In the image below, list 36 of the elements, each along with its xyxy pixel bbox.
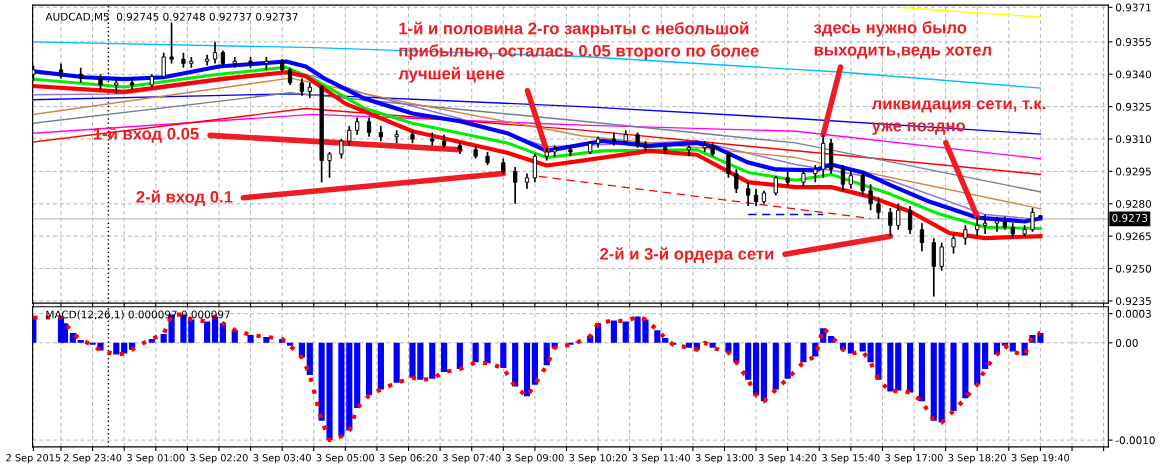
text: AUDCAD,M5 0.92745 0.92748 0.92737 0.92737: [45, 12, 298, 22]
x-tick-label: 2 Sep 2015: [6, 454, 61, 464]
y-tick-label: 0.00: [1115, 339, 1138, 347]
annotation: здесь нужно было выходить,ведь хотел: [814, 21, 991, 59]
annotation: 2-й и 3-й ордера сети: [600, 247, 774, 264]
chart-title: MACD(12,26,1) 0.000097 0.000097: [46, 310, 230, 320]
ref-line-label: 0.9273: [1112, 214, 1148, 222]
x-tick-label: 3 Sep 07:40: [443, 454, 501, 464]
y-tick-label: 0.9235: [1115, 297, 1151, 306]
x-tick-label: 3 Sep 17:00: [885, 454, 943, 464]
x-tick-label: 3 Sep 19:40: [1011, 454, 1070, 464]
y-tick-label: 0.9310: [1115, 135, 1152, 144]
x-tick-label: 3 Sep 06:20: [379, 454, 438, 464]
x-tick-label: 3 Sep 13:00: [695, 454, 754, 464]
y-tick-label: -0.0010: [1115, 436, 1155, 445]
x-tick-label: 3 Sep 10:20: [569, 454, 627, 464]
x-tick-label: 3 Sep 18:20: [948, 454, 1006, 464]
y-tick-label: 0.9325: [1115, 102, 1151, 111]
x-tick-label: 2 Sep 23:40: [63, 454, 122, 464]
x-tick-label: 3 Sep 14:20: [759, 454, 817, 464]
y-tick-label: 0.9250: [1115, 264, 1152, 273]
x-tick-label: 3 Sep 05:00: [316, 454, 375, 464]
y-tick-label: 0.9295: [1115, 167, 1151, 176]
x-tick-label: 3 Sep 03:40: [253, 454, 311, 464]
x-tick-label: 3 Sep 09:00: [506, 454, 564, 464]
y-tick-label: 0.9265: [1115, 232, 1151, 241]
x-tick-label: 3 Sep 11:40: [632, 454, 690, 464]
y-tick-label: 0.9371: [1115, 3, 1151, 12]
y-tick-label: 0.9280: [1115, 199, 1152, 208]
x-tick-label: 3 Sep 15:40: [822, 454, 880, 464]
x-tick-label: 3 Sep 01:00: [127, 454, 185, 464]
y-tick-label: 0.9355: [1115, 38, 1151, 46]
y-tick-label: 0.0003: [1115, 309, 1151, 318]
annotation: 2-й вход 0.1: [136, 190, 233, 206]
x-tick-label: 3 Sep 02:20: [190, 454, 248, 464]
y-tick-label: 0.9340: [1115, 70, 1152, 79]
